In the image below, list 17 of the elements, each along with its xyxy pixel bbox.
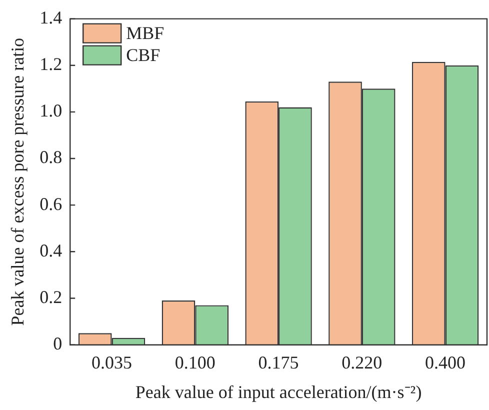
y-tick-label: 0.8 — [40, 147, 62, 168]
y-tick-label: 0.2 — [40, 286, 62, 307]
x-tick-label: 0.175 — [258, 352, 299, 372]
legend-label: MBF — [126, 23, 164, 44]
y-tick-label: 1.4 — [40, 8, 62, 28]
y-tick-label: 0.6 — [40, 194, 62, 214]
y-axis-title: Peak value of excess pore pressure ratio — [8, 38, 28, 326]
x-tick-label: 0.400 — [425, 352, 466, 372]
x-tick-label: 0.220 — [342, 352, 382, 372]
y-tick-label: 0.4 — [40, 240, 62, 260]
x-tick-label: 0.100 — [174, 352, 216, 372]
legend-label: CBF — [126, 45, 160, 66]
y-tick-label: 1.0 — [40, 100, 62, 121]
y-tick-label: 0 — [53, 334, 62, 354]
x-tick-label: 0.035 — [92, 352, 132, 372]
y-tick-label: 1.2 — [40, 54, 62, 74]
x-axis-title: Peak value of input acceleration/(m·s⁻²) — [135, 382, 422, 402]
